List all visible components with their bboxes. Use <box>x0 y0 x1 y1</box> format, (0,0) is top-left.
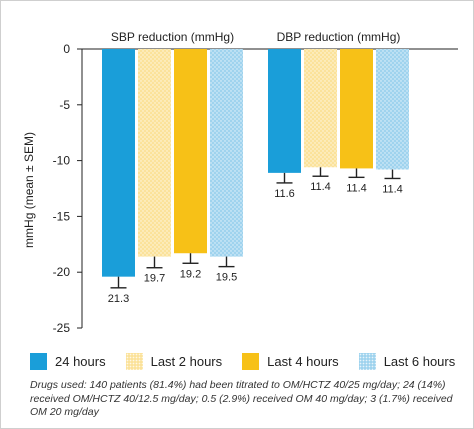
value-label: 11.4 <box>382 183 403 195</box>
bar <box>268 49 301 173</box>
legend-item: Last 4 hours <box>242 352 339 370</box>
y-tick-label: -20 <box>53 265 71 279</box>
legend-swatch <box>358 352 376 370</box>
legend-label: 24 hours <box>55 353 106 369</box>
error-bars <box>110 167 401 289</box>
value-label: 19.7 <box>144 273 165 285</box>
bar <box>376 49 409 170</box>
y-axis-label: mmHg (mean ± SEM) <box>22 132 36 248</box>
y-axis: 0 -5 -10 -15 -20 -25 <box>53 42 458 335</box>
legend-label: Last 4 hours <box>267 353 339 369</box>
legend-item: Last 2 hours <box>125 352 223 370</box>
bar <box>340 49 373 169</box>
legend-swatch <box>242 352 260 370</box>
y-tick-label: -15 <box>53 209 71 223</box>
value-label: 11.4 <box>346 182 367 194</box>
group-label: SBP reduction (mmHg) <box>111 30 234 44</box>
value-label: 11.6 <box>274 188 295 200</box>
group-labels: SBP reduction (mmHg) DBP reduction (mmHg) <box>111 30 400 44</box>
bar <box>174 49 207 254</box>
legend-item: 24 hours <box>30 352 106 370</box>
y-tick-label: 0 <box>63 42 70 56</box>
legend-swatch <box>30 352 47 370</box>
group-label: DBP reduction (mmHg) <box>277 30 401 44</box>
bar-chart: mmHg (mean ± SEM) 0 -5 -10 -15 -20 -25 SBP re… <box>22 30 458 335</box>
y-tick-label: -25 <box>53 321 71 335</box>
value-label: 19.5 <box>216 272 237 284</box>
bar <box>304 49 337 168</box>
value-label: 19.2 <box>180 268 201 280</box>
footnote: Drugs used: 140 patients (81.4%) had bee… <box>30 379 453 419</box>
legend-label: Last 2 hours <box>150 353 223 369</box>
bar <box>210 49 243 257</box>
legend-label: Last 6 hours <box>383 353 456 369</box>
bar <box>138 49 171 257</box>
bars <box>102 49 409 277</box>
legend: 24 hours Last 2 hours Last 4 hours Last 6 h… <box>30 352 470 370</box>
y-tick-label: -5 <box>59 98 70 112</box>
bar <box>102 49 135 277</box>
value-label: 11.4 <box>310 181 331 193</box>
y-tick-label: -10 <box>53 154 71 168</box>
value-labels: 21.3 11.6 19.7 11.4 19.2 11.4 19.5 11.4 <box>108 181 403 305</box>
legend-item: Last 6 hours <box>358 352 456 370</box>
legend-swatch <box>125 352 143 370</box>
value-label: 21.3 <box>108 293 129 305</box>
